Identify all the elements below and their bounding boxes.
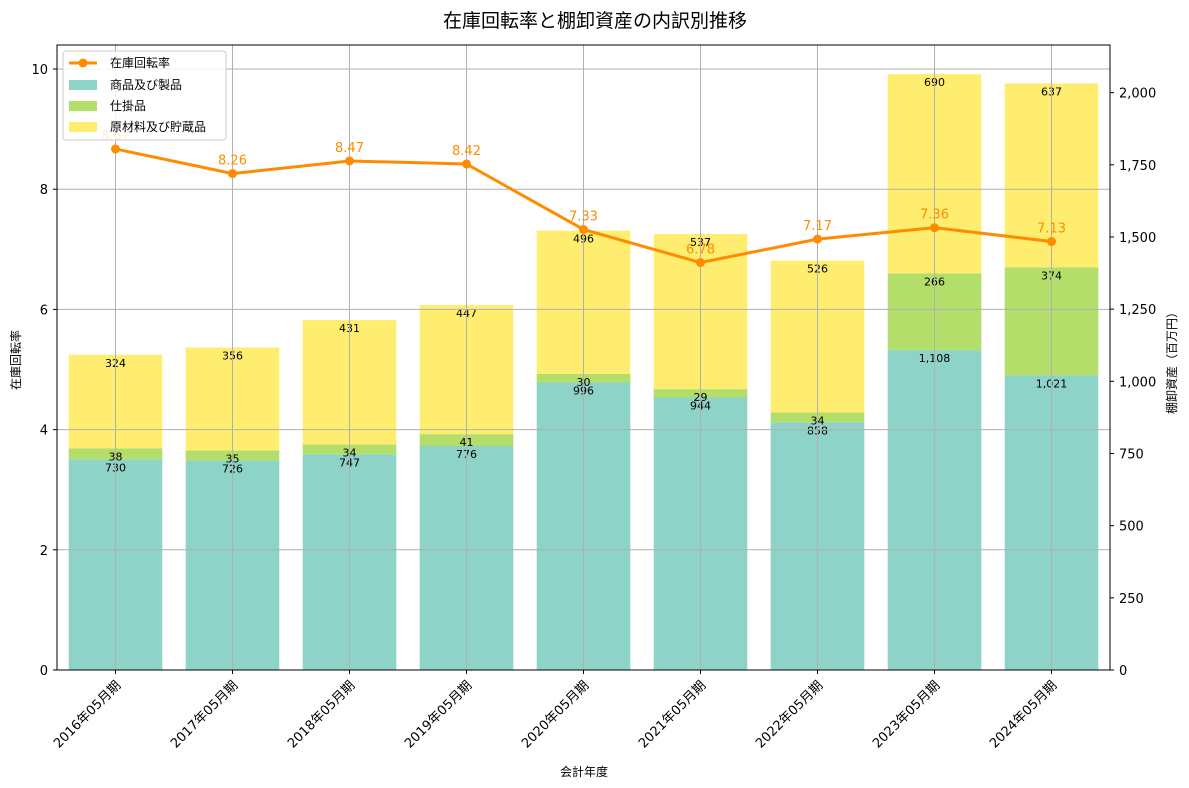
turnover-marker xyxy=(228,169,237,179)
right-tick-label: 1,750 xyxy=(1119,159,1156,174)
left-tick-label: 4 xyxy=(40,424,48,439)
legend-swatch xyxy=(69,122,97,132)
right-tick-label: 750 xyxy=(1119,447,1144,462)
x-tick-label: 2022年05月期 xyxy=(753,678,826,751)
turnover-marker xyxy=(345,156,354,166)
turnover-value-label: 7.36 xyxy=(920,208,949,223)
chart-title: 在庫回転率と棚卸資産の内訳別推移 xyxy=(443,10,747,32)
turnover-marker xyxy=(813,234,822,244)
x-tick-label: 2016年05月期 xyxy=(51,678,124,751)
left-tick-label: 6 xyxy=(40,303,48,318)
turnover-marker xyxy=(1047,237,1056,247)
x-tick-label: 2018年05月期 xyxy=(285,678,358,751)
right-tick-label: 1,500 xyxy=(1119,231,1156,246)
left-tick-label: 10 xyxy=(31,63,48,78)
legend-label: 原材料及び貯蔵品 xyxy=(110,120,206,134)
turnover-marker xyxy=(579,224,588,234)
x-tick-label: 2021年05月期 xyxy=(636,678,709,751)
left-tick-label: 8 xyxy=(40,183,48,198)
turnover-value-label: 7.13 xyxy=(1037,222,1066,237)
turnover-value-label: 8.47 xyxy=(335,141,364,156)
right-tick-label: 2,000 xyxy=(1119,87,1156,102)
turnover-value-label: 7.17 xyxy=(803,219,832,234)
legend-label: 商品及び製品 xyxy=(110,77,182,92)
x-tick-label: 2019年05月期 xyxy=(402,678,475,751)
legend-swatch xyxy=(69,101,97,111)
right-tick-label: 1,250 xyxy=(1119,303,1156,318)
x-tick-label: 2024年05月期 xyxy=(987,678,1060,751)
right-tick-label: 1,000 xyxy=(1119,375,1156,390)
x-tick-label: 2020年05月期 xyxy=(519,678,592,751)
x-tick-label: 2023年05月期 xyxy=(870,678,943,751)
turnover-marker xyxy=(696,258,705,268)
turnover-value-label: 8.26 xyxy=(218,154,247,169)
turnover-marker xyxy=(111,144,120,154)
x-tick-label: 2017年05月期 xyxy=(168,678,241,751)
y-axis-right-title: 棚卸資産（百万円） xyxy=(1164,306,1179,414)
legend-label: 仕掛品 xyxy=(110,98,146,113)
y-axis-left-title: 在庫回転率 xyxy=(8,330,23,390)
turnover-value-label: 6.78 xyxy=(686,243,715,258)
legend-swatch xyxy=(69,80,97,90)
right-tick-label: 0 xyxy=(1119,664,1127,679)
line-layer: 8.678.268.478.427.336.787.177.367.13 xyxy=(101,129,1066,268)
legend-label: 在庫回転率 xyxy=(110,55,170,70)
turnover-value-label: 8.42 xyxy=(452,144,481,159)
left-tick-label: 2 xyxy=(40,544,48,559)
legend-marker-swatch xyxy=(78,58,88,68)
right-tick-label: 250 xyxy=(1119,592,1144,607)
turnover-value-label: 7.33 xyxy=(569,209,598,224)
right-tick-label: 500 xyxy=(1119,520,1144,535)
left-tick-label: 0 xyxy=(40,664,48,679)
x-axis-title: 会計年度 xyxy=(560,764,608,779)
turnover-marker xyxy=(462,159,471,169)
turnover-marker xyxy=(930,223,939,233)
legend-box xyxy=(62,50,227,141)
